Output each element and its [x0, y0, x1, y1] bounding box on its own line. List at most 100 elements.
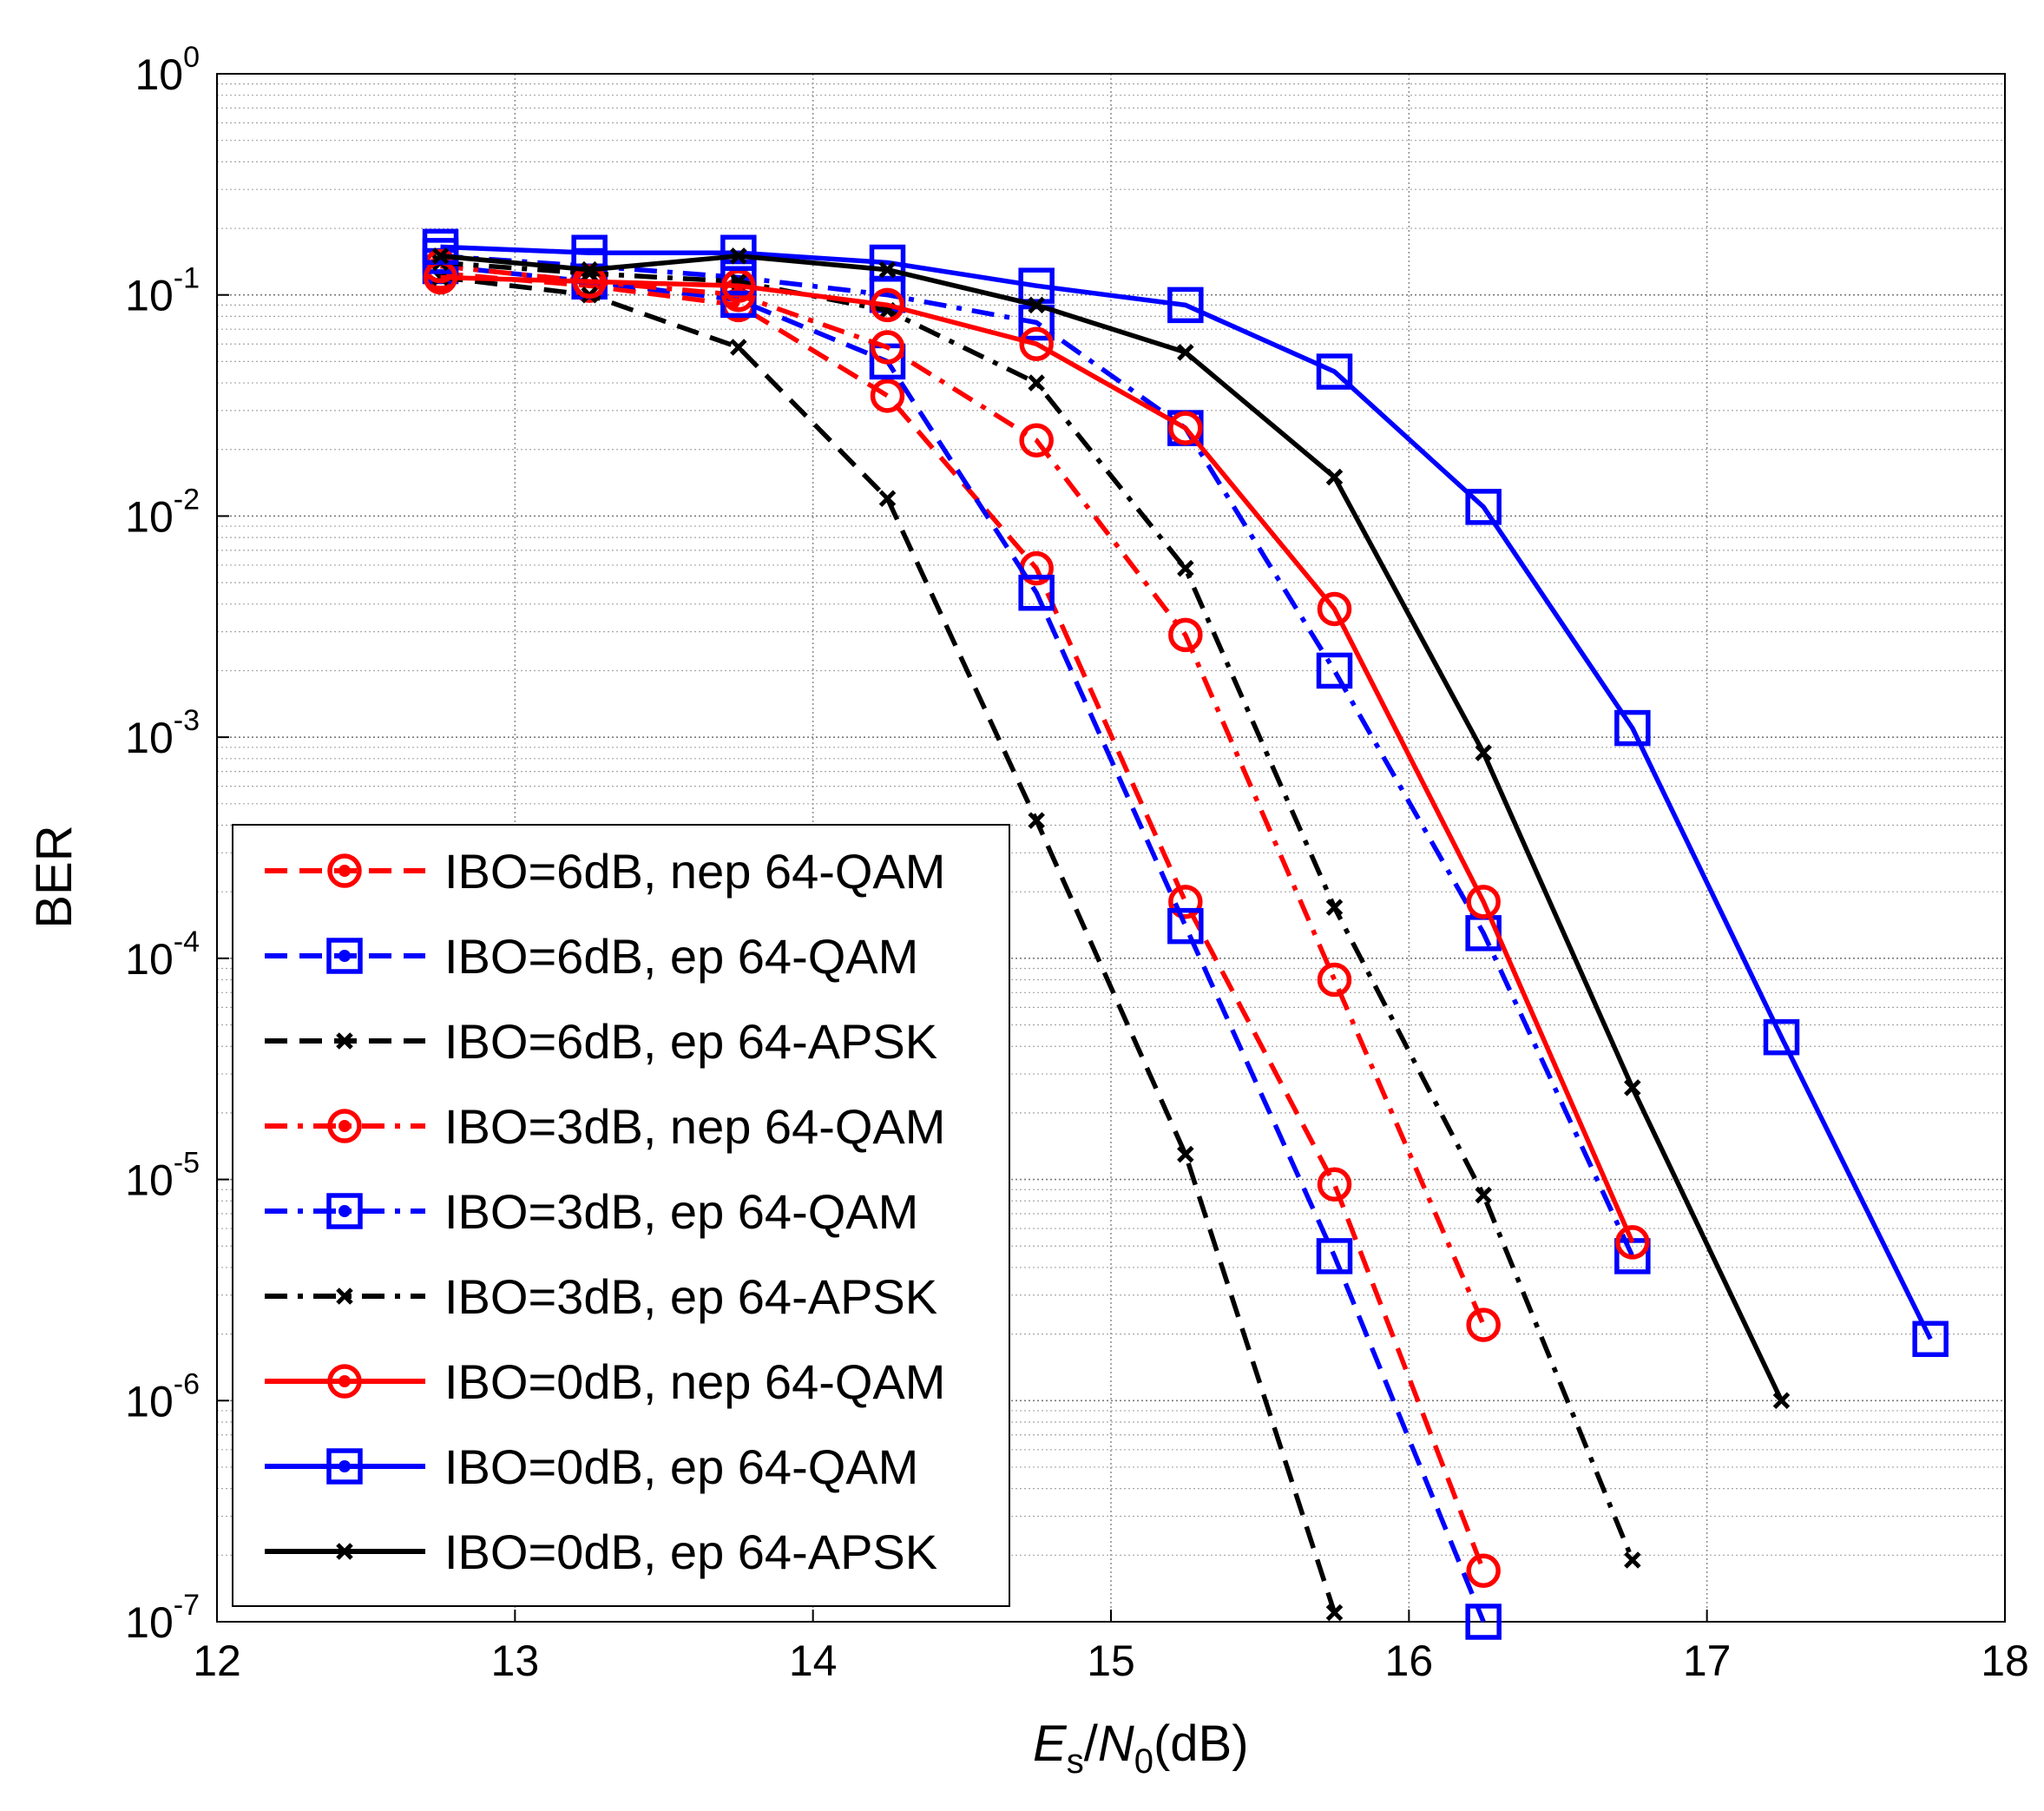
legend-entry-4: IBO=3dB, nep 64-QAM: [265, 1099, 945, 1154]
legend-marker: [336, 1032, 353, 1050]
data-point: [720, 259, 757, 296]
legend-marker: [336, 1543, 353, 1560]
legend-marker-dot: [338, 865, 351, 877]
data-point: [1615, 1225, 1650, 1260]
y-tick-exponent: -4: [174, 925, 200, 958]
y-tick-exponent: -3: [174, 704, 200, 737]
x-tick-label: 18: [1981, 1636, 2029, 1685]
data-point: [870, 379, 905, 413]
y-tick-exponent: -1: [174, 262, 200, 295]
data-point: [1019, 326, 1054, 361]
x-label-E: E: [1033, 1716, 1068, 1772]
legend-entry-8: IBO=0dB, ep 64-QAM: [265, 1439, 918, 1494]
data-point: [1772, 1392, 1791, 1410]
data-point: [422, 228, 459, 266]
data-point: [1018, 575, 1055, 611]
legend-entry-1: IBO=6dB, nep 64-QAM: [265, 844, 945, 899]
y-tick-label: 10-1: [125, 262, 200, 320]
series-8: [422, 228, 1949, 1358]
data-point: [1466, 1553, 1501, 1589]
data-point: [1624, 1079, 1641, 1096]
legend-marker: [336, 1287, 353, 1305]
data-point: [1316, 353, 1353, 390]
series-line: [440, 263, 1486, 1327]
data-point: [721, 268, 756, 303]
data-point: [1168, 411, 1203, 445]
legend-marker: [326, 1193, 363, 1229]
legend-marker-dot: [338, 1460, 351, 1472]
data-point: [1167, 907, 1204, 945]
data-point: [1177, 559, 1194, 577]
y-tick-base: 10: [125, 714, 174, 762]
y-tick-label: 10-6: [125, 1367, 200, 1426]
grid: [216, 73, 2006, 1623]
legend-entry-9: IBO=0dB, ep 64-APSK: [265, 1525, 937, 1579]
y-tick-exponent: -2: [174, 483, 200, 516]
y-tick-base: 10: [125, 272, 174, 320]
x-axis-label: Es/N0(dB): [1033, 1716, 1249, 1781]
y-axis-label: BER: [26, 825, 82, 928]
x-tick-label: 17: [1683, 1636, 1732, 1685]
data-point: [1018, 267, 1055, 304]
x-label-N: N: [1098, 1716, 1134, 1772]
series-line: [440, 260, 1635, 1562]
legend-label: IBO=3dB, ep 64-APSK: [444, 1269, 937, 1324]
data-point: [1614, 709, 1651, 747]
legend-entry-3: IBO=6dB, ep 64-APSK: [265, 1014, 937, 1069]
y-tick-label: 10-4: [125, 925, 200, 984]
legend-marker: [326, 938, 363, 974]
x-label-slash: /: [1084, 1716, 1099, 1772]
series-7: [423, 260, 1650, 1260]
x-label-sub-s: s: [1067, 1742, 1084, 1781]
data-point: [1466, 1307, 1501, 1342]
data-point: [431, 247, 450, 265]
y-tick-label: 10-5: [125, 1147, 200, 1205]
data-point: [730, 339, 747, 356]
legend-marker-dot: [338, 1375, 351, 1387]
data-point: [1167, 286, 1204, 324]
data-point: [1168, 617, 1203, 653]
legend-marker: [327, 853, 362, 888]
legend-marker-dot: [338, 950, 351, 962]
data-point: [1317, 962, 1352, 998]
series-9: [431, 247, 1791, 1410]
data-point: [1317, 591, 1352, 627]
data-point: [1475, 744, 1492, 761]
series-line: [440, 244, 1933, 1340]
data-point: [1465, 489, 1502, 525]
series-line: [440, 271, 1486, 1572]
y-tick-exponent: -7: [174, 1589, 200, 1622]
data-point: [1466, 885, 1501, 919]
legend-entry-2: IBO=6dB, ep 64-QAM: [265, 929, 918, 984]
legend-marker: [327, 1109, 362, 1143]
legend-marker-dot: [338, 1120, 351, 1132]
legend-marker: [326, 1448, 363, 1485]
data-point: [1177, 1145, 1194, 1163]
legend-label: IBO=6dB, nep 64-QAM: [444, 844, 945, 899]
x-tick-label: 15: [1087, 1636, 1135, 1685]
data-point: [1028, 374, 1045, 392]
data-point: [1912, 1320, 1949, 1358]
y-tick-base: 10: [125, 935, 174, 984]
x-tick-label: 14: [789, 1636, 838, 1685]
data-point: [1763, 1018, 1800, 1056]
data-point: [1325, 468, 1344, 486]
data-point: [1475, 1186, 1492, 1204]
data-point: [869, 244, 906, 281]
legend-label: IBO=6dB, ep 64-QAM: [444, 929, 918, 984]
legend-entry-7: IBO=0dB, nep 64-QAM: [265, 1354, 945, 1409]
data-point: [1177, 344, 1194, 361]
legend-entry-6: IBO=3dB, ep 64-APSK: [265, 1269, 937, 1324]
data-point: [1019, 423, 1054, 458]
series-line: [440, 254, 1635, 1258]
y-tick-base: 10: [125, 1156, 174, 1205]
legend-marker: [327, 1364, 362, 1399]
legend-label: IBO=0dB, ep 64-APSK: [444, 1525, 937, 1579]
data-point: [878, 260, 897, 279]
x-label-sub-0: 0: [1134, 1742, 1153, 1781]
data-point: [1168, 885, 1203, 919]
y-tick-label: 100: [135, 41, 200, 99]
y-tick-base: 10: [135, 50, 183, 99]
series-line: [440, 274, 1635, 1244]
data-point: [1325, 899, 1344, 916]
